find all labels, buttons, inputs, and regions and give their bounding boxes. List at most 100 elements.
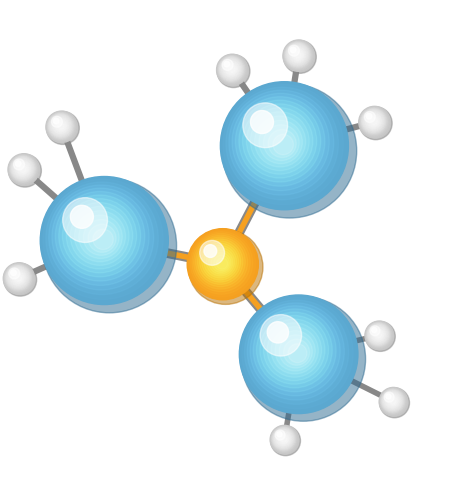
Circle shape xyxy=(275,430,292,447)
Circle shape xyxy=(284,42,312,69)
Circle shape xyxy=(296,53,301,58)
Circle shape xyxy=(195,237,246,286)
Circle shape xyxy=(42,178,177,313)
Circle shape xyxy=(58,123,64,130)
Circle shape xyxy=(217,55,246,84)
Circle shape xyxy=(209,250,233,274)
Circle shape xyxy=(46,111,77,142)
Circle shape xyxy=(359,106,390,138)
Circle shape xyxy=(283,40,314,72)
Circle shape xyxy=(214,255,229,271)
Circle shape xyxy=(363,110,384,132)
Circle shape xyxy=(274,430,292,448)
Circle shape xyxy=(255,116,306,167)
Circle shape xyxy=(374,330,383,340)
Circle shape xyxy=(286,43,310,66)
Circle shape xyxy=(52,188,149,286)
Circle shape xyxy=(5,264,32,291)
Circle shape xyxy=(388,396,397,406)
Circle shape xyxy=(63,198,108,242)
Circle shape xyxy=(55,120,67,132)
Circle shape xyxy=(6,266,30,289)
Circle shape xyxy=(40,176,168,304)
Circle shape xyxy=(198,239,243,284)
Circle shape xyxy=(272,426,296,452)
Circle shape xyxy=(17,162,29,174)
Circle shape xyxy=(18,164,27,173)
Circle shape xyxy=(232,94,329,190)
Circle shape xyxy=(8,268,28,287)
Circle shape xyxy=(194,235,248,289)
Circle shape xyxy=(70,206,93,229)
Circle shape xyxy=(287,44,309,66)
Circle shape xyxy=(271,426,301,456)
Circle shape xyxy=(239,100,321,182)
Circle shape xyxy=(4,264,36,296)
Circle shape xyxy=(289,46,306,62)
Circle shape xyxy=(242,298,353,409)
Circle shape xyxy=(365,112,375,122)
Circle shape xyxy=(222,60,233,70)
Circle shape xyxy=(224,62,229,67)
Circle shape xyxy=(273,428,294,450)
Circle shape xyxy=(275,430,285,440)
Circle shape xyxy=(200,241,241,282)
Circle shape xyxy=(362,109,385,133)
Circle shape xyxy=(51,116,71,136)
Circle shape xyxy=(227,64,236,74)
Circle shape xyxy=(285,42,310,68)
Circle shape xyxy=(273,134,293,155)
Circle shape xyxy=(13,158,33,178)
Circle shape xyxy=(291,47,296,52)
Circle shape xyxy=(260,314,301,356)
Circle shape xyxy=(256,312,332,388)
Circle shape xyxy=(220,58,242,80)
Circle shape xyxy=(9,268,20,279)
Circle shape xyxy=(12,271,24,283)
Circle shape xyxy=(9,155,37,182)
Circle shape xyxy=(289,45,300,56)
Circle shape xyxy=(66,202,133,269)
Circle shape xyxy=(206,248,235,276)
Circle shape xyxy=(386,394,391,399)
Circle shape xyxy=(246,108,313,174)
Circle shape xyxy=(268,130,296,158)
Circle shape xyxy=(222,60,240,78)
Circle shape xyxy=(250,112,309,170)
Circle shape xyxy=(366,114,381,128)
Circle shape xyxy=(247,303,344,400)
Circle shape xyxy=(53,118,68,133)
Circle shape xyxy=(63,198,137,273)
Circle shape xyxy=(243,103,288,148)
Circle shape xyxy=(385,393,400,408)
Circle shape xyxy=(381,390,404,412)
Circle shape xyxy=(15,274,22,281)
Circle shape xyxy=(200,240,225,266)
Circle shape xyxy=(383,391,402,410)
Circle shape xyxy=(55,120,66,131)
Circle shape xyxy=(74,210,126,262)
Circle shape xyxy=(211,252,231,272)
Circle shape xyxy=(219,56,244,82)
Circle shape xyxy=(220,82,348,210)
Circle shape xyxy=(245,300,349,405)
Circle shape xyxy=(46,112,76,141)
Circle shape xyxy=(188,230,263,304)
Circle shape xyxy=(14,159,25,170)
Circle shape xyxy=(386,394,399,407)
Circle shape xyxy=(276,431,291,446)
Circle shape xyxy=(380,388,410,418)
Circle shape xyxy=(371,118,377,125)
Circle shape xyxy=(241,297,365,421)
Circle shape xyxy=(372,119,377,124)
Circle shape xyxy=(14,274,23,282)
Circle shape xyxy=(292,48,304,61)
Circle shape xyxy=(368,116,379,126)
Circle shape xyxy=(14,160,31,176)
Circle shape xyxy=(187,228,258,300)
Circle shape xyxy=(9,268,27,286)
Circle shape xyxy=(10,270,25,284)
Circle shape xyxy=(52,118,69,134)
Circle shape xyxy=(270,426,299,454)
Circle shape xyxy=(359,106,390,138)
